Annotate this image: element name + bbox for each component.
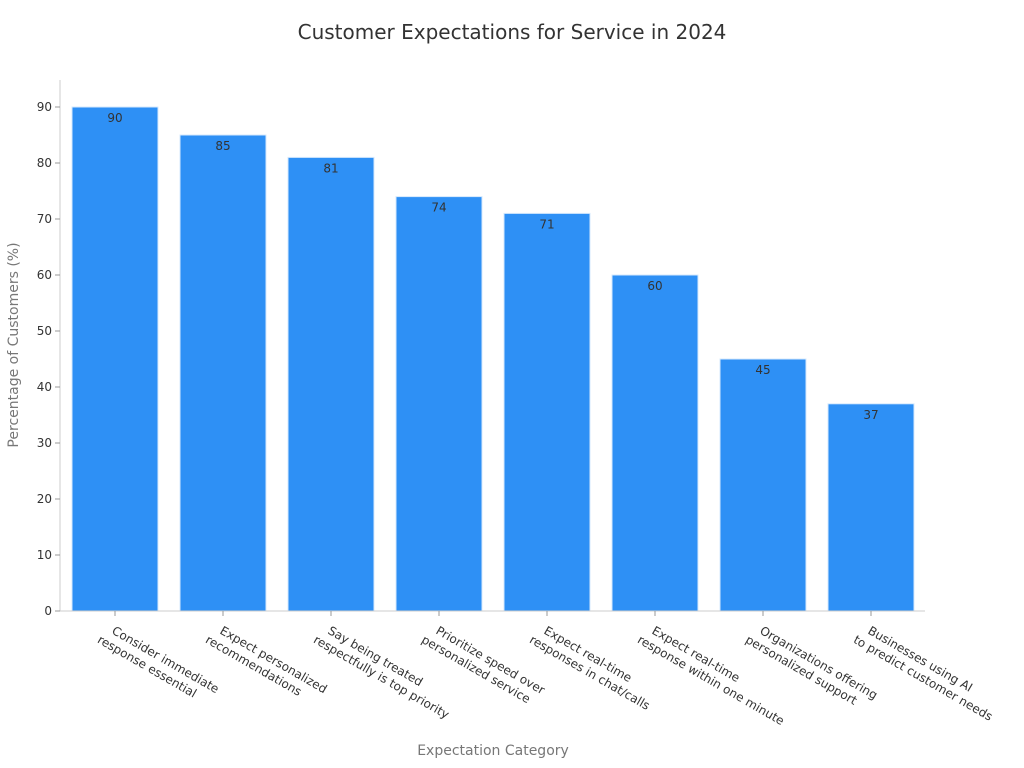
axes-layer xyxy=(59,80,925,612)
x-axis-title: Expectation Category xyxy=(417,743,569,759)
bar[interactable] xyxy=(719,358,807,612)
bar[interactable] xyxy=(71,106,159,612)
y-tick-label: 20 xyxy=(37,492,52,506)
x-tick-label: Prioritize speed overpersonalized servic… xyxy=(419,619,547,710)
x-tick-label: Expect personalizedrecommendations xyxy=(203,619,329,709)
y-tick-label: 70 xyxy=(37,212,52,226)
y-axis-title: Percentage of Customers (%) xyxy=(6,242,22,447)
bar-value-label: 37 xyxy=(863,408,878,422)
y-tick-label: 30 xyxy=(37,436,52,450)
y-tick-label: 40 xyxy=(37,380,52,394)
data-labels: 90 85 81 74 71 60 45 37 xyxy=(107,111,878,422)
y-tick-label: 90 xyxy=(37,100,52,114)
bar-value-label: 71 xyxy=(539,217,554,231)
bar-value-label: 90 xyxy=(107,111,122,125)
bar[interactable] xyxy=(287,156,375,612)
bar-value-label: 60 xyxy=(647,279,662,293)
x-tick-label: Expect real-timeresponses in chat/calls xyxy=(527,619,660,712)
bars-layer xyxy=(71,106,915,612)
bar[interactable] xyxy=(503,212,591,612)
bar[interactable] xyxy=(827,403,915,612)
x-tick-label: Businesses using AIto predict customer n… xyxy=(851,619,1002,723)
y-tick-label: 80 xyxy=(37,156,52,170)
bar[interactable] xyxy=(179,134,267,612)
bar[interactable] xyxy=(395,196,483,612)
x-ticks: Consider immediateresponse essential Expe… xyxy=(95,611,1002,728)
y-tick-label: 50 xyxy=(37,324,52,338)
bar-value-label: 85 xyxy=(215,139,230,153)
chart-title: Customer Expectations for Service in 202… xyxy=(297,20,727,44)
bar-value-label: 45 xyxy=(755,363,770,377)
x-tick-label: Consider immediateresponse essential xyxy=(95,619,221,709)
bar-value-label: 74 xyxy=(431,201,446,215)
bar[interactable] xyxy=(611,274,699,612)
y-tick-label: 60 xyxy=(37,268,52,282)
y-tick-label: 10 xyxy=(37,548,52,562)
bar-value-label: 81 xyxy=(323,161,338,175)
y-tick-label: 0 xyxy=(44,604,52,618)
y-ticks: 0 10 20 30 40 50 60 70 80 90 xyxy=(37,100,60,618)
